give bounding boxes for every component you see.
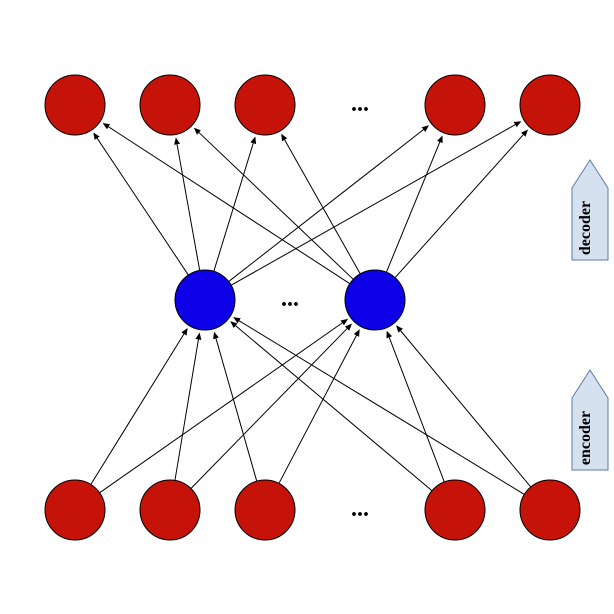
output-node — [425, 75, 485, 135]
output-node — [140, 75, 200, 135]
encoder-edge — [279, 330, 359, 483]
ellipsis-hidden: ... — [281, 286, 299, 312]
input-node — [235, 480, 295, 540]
encoder-edge — [387, 332, 444, 482]
decoder-edge — [229, 126, 429, 282]
decoder-edge — [282, 135, 361, 274]
decoder-edge — [386, 136, 442, 272]
encoder-label: encoder — [577, 411, 594, 465]
hidden-node — [345, 270, 405, 330]
decoder-edge — [176, 138, 200, 270]
autoencoder-diagram: ......... encoder decoder — [0, 0, 614, 614]
side-arrow-labels: encoder decoder — [572, 160, 608, 470]
hidden-node — [175, 270, 235, 330]
input-node — [140, 480, 200, 540]
encoder-edge — [191, 324, 351, 488]
ellipsis-input: ... — [351, 496, 369, 522]
encoder-edge — [234, 318, 524, 495]
output-node — [520, 75, 580, 135]
encoder-edge — [214, 333, 256, 481]
decoder-edge — [231, 122, 520, 286]
encoder-edge — [175, 334, 199, 481]
input-layer — [45, 480, 580, 540]
decoder-label: decoder — [577, 201, 594, 255]
encoder-edge — [100, 319, 348, 492]
output-layer — [45, 75, 580, 135]
input-node — [425, 480, 485, 540]
input-node — [45, 480, 105, 540]
ellipsis-output: ... — [351, 91, 369, 117]
encoder-edge — [231, 322, 432, 491]
decoder-edges — [94, 122, 527, 286]
input-node — [520, 480, 580, 540]
encoder-edge — [91, 329, 187, 485]
output-node — [235, 75, 295, 135]
output-node — [45, 75, 105, 135]
decoder-edge — [214, 137, 255, 271]
decoder-edge — [94, 133, 188, 275]
encoder-edge — [397, 326, 531, 487]
encoder-edges — [91, 318, 531, 495]
